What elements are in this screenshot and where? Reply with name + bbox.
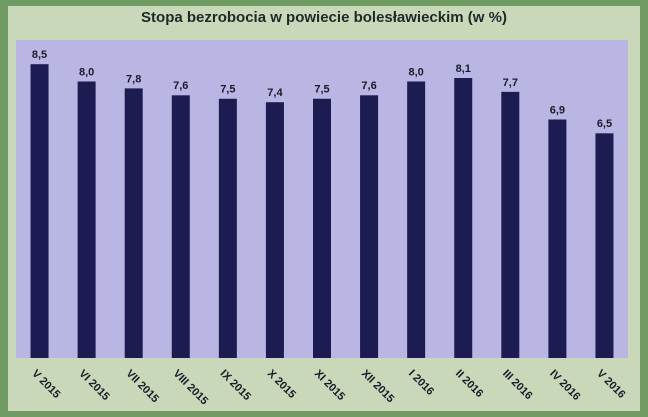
value-label: 7,7 — [503, 77, 518, 89]
bar — [548, 119, 567, 358]
bar — [407, 81, 426, 358]
chart-title: Stopa bezrobocia w powiecie bolesławieck… — [141, 9, 507, 26]
value-label: 7,6 — [173, 80, 188, 92]
value-label: 7,8 — [126, 73, 141, 85]
value-label: 7,5 — [220, 84, 235, 96]
bar — [265, 102, 284, 358]
bar — [218, 98, 237, 359]
value-label: 8,0 — [409, 66, 424, 78]
value-label: 7,5 — [314, 84, 329, 96]
value-label: 8,1 — [456, 63, 471, 75]
value-label: 7,4 — [267, 87, 283, 99]
bar — [124, 88, 143, 359]
value-label: 8,5 — [32, 49, 47, 61]
value-label: 6,5 — [597, 118, 612, 130]
value-label: 7,6 — [361, 80, 376, 92]
value-label: 6,9 — [550, 104, 565, 116]
bar — [595, 133, 614, 358]
bar — [360, 95, 379, 358]
bar — [171, 95, 190, 358]
bar — [313, 98, 331, 359]
bar — [30, 64, 49, 359]
value-label: 8,0 — [79, 66, 94, 78]
bar — [501, 91, 520, 358]
bar — [77, 81, 96, 358]
bar — [454, 78, 473, 359]
